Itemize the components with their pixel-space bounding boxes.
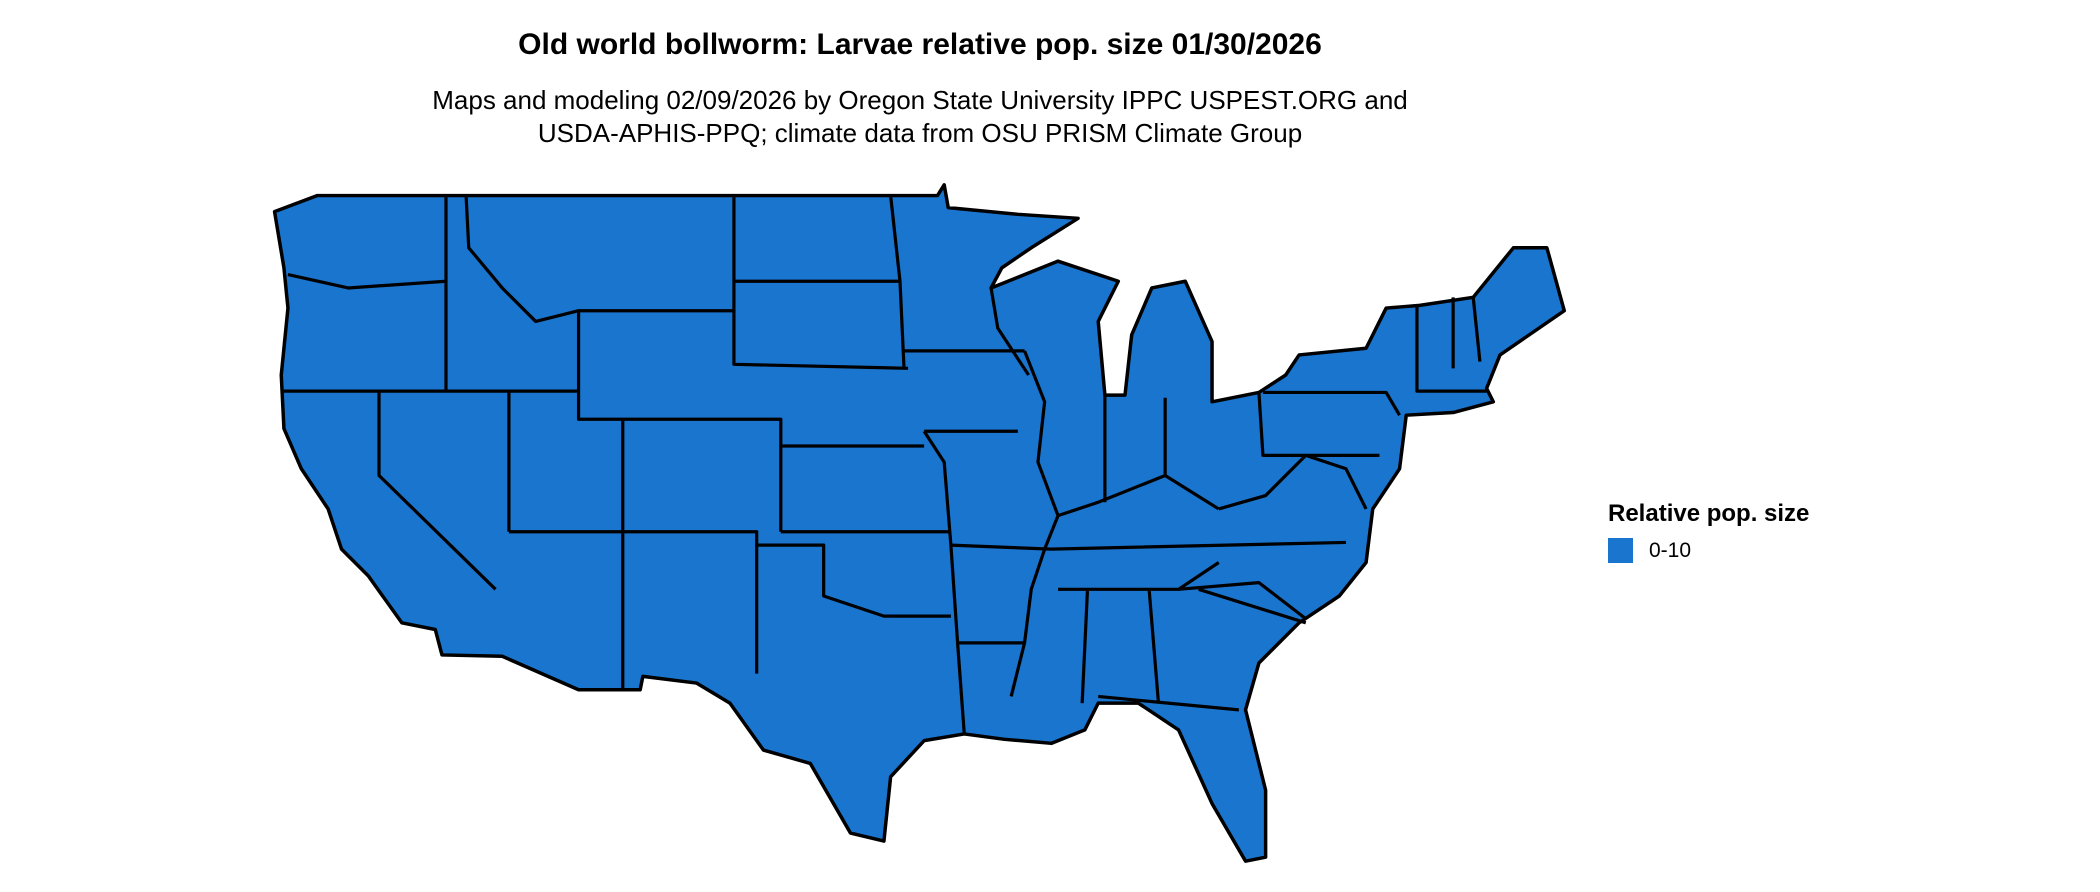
legend-swatch — [1608, 538, 1633, 563]
us-outline — [272, 183, 1567, 863]
legend-item: 0-10 — [1608, 538, 1809, 563]
state-borders — [281, 195, 1487, 735]
legend-label: 0-10 — [1649, 538, 1692, 562]
legend-title: Relative pop. size — [1608, 500, 1810, 527]
map-title: Old world bollworm: Larvae relative pop.… — [518, 28, 1322, 61]
legend: Relative pop. size 0-10 — [1608, 500, 1809, 563]
subtitle-line-2: USDA-APHIS-PPQ; climate data from OSU PR… — [537, 118, 1303, 148]
map-subtitle: Maps and modeling 02/09/2026 by Oregon S… — [0, 84, 1840, 150]
subtitle-line-1: Maps and modeling 02/09/2026 by Oregon S… — [432, 85, 1408, 115]
